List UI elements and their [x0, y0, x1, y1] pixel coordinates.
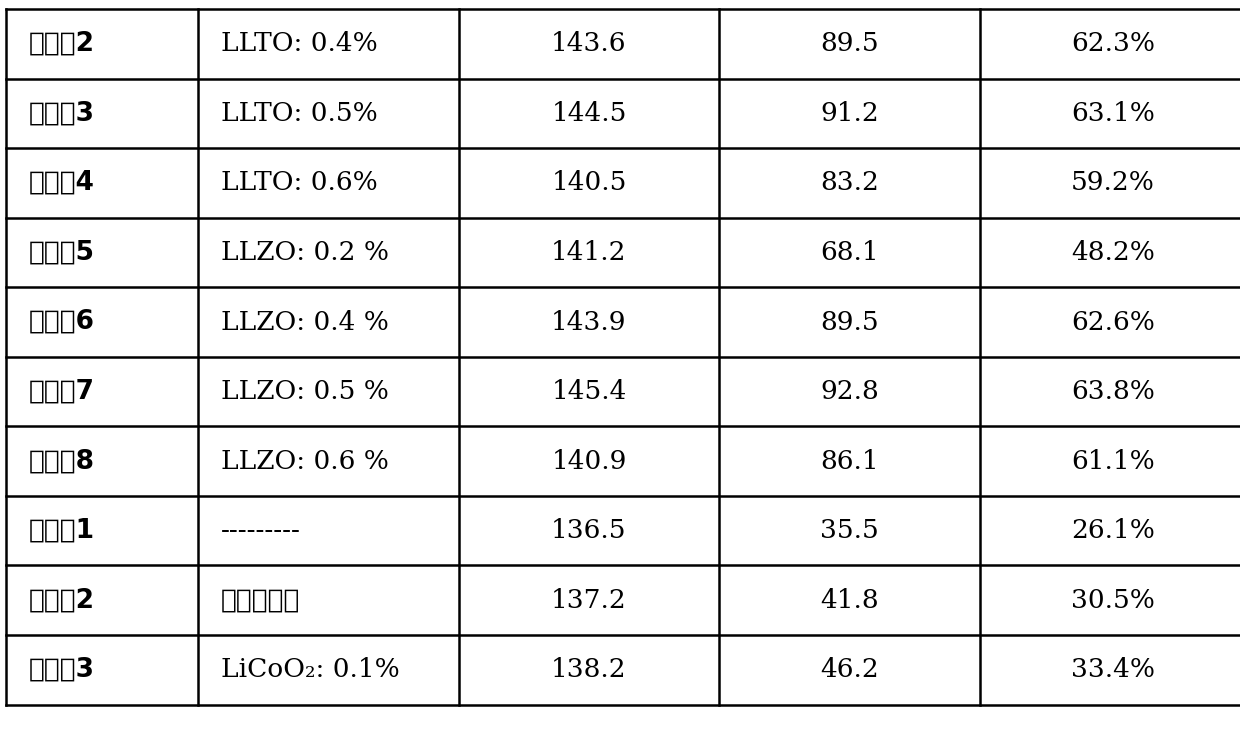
Text: 26.1%: 26.1%: [1071, 518, 1154, 543]
Text: 对比例3: 对比例3: [29, 657, 94, 683]
Text: 实验例5: 实验例5: [29, 239, 94, 266]
Text: 63.1%: 63.1%: [1071, 101, 1154, 126]
Text: 实验例7: 实验例7: [29, 378, 94, 405]
Text: 62.3%: 62.3%: [1071, 31, 1154, 56]
Text: 140.9: 140.9: [552, 449, 626, 473]
Text: 61.1%: 61.1%: [1071, 449, 1154, 473]
Text: 138.2: 138.2: [552, 657, 626, 682]
Text: 91.2: 91.2: [820, 101, 879, 126]
Text: 实验例8: 实验例8: [29, 448, 94, 474]
Text: 35.5: 35.5: [820, 518, 879, 543]
Text: LLTO: 0.4%: LLTO: 0.4%: [221, 31, 377, 56]
Text: 89.5: 89.5: [820, 31, 879, 56]
Text: ---------: ---------: [221, 518, 300, 543]
Text: 30.5%: 30.5%: [1071, 588, 1154, 613]
Text: 62.6%: 62.6%: [1071, 310, 1154, 334]
Text: LLZO: 0.4 %: LLZO: 0.4 %: [221, 310, 388, 334]
Text: 68.1: 68.1: [820, 240, 879, 265]
Text: 136.5: 136.5: [552, 518, 626, 543]
Text: 144.5: 144.5: [552, 101, 626, 126]
Text: 89.5: 89.5: [820, 310, 879, 334]
Text: 33.4%: 33.4%: [1071, 657, 1154, 682]
Text: LLTO: 0.6%: LLTO: 0.6%: [221, 171, 377, 195]
Text: 59.2%: 59.2%: [1071, 171, 1154, 195]
Text: 41.8: 41.8: [820, 588, 879, 613]
Text: LLZO: 0.2 %: LLZO: 0.2 %: [221, 240, 388, 265]
Text: 46.2: 46.2: [820, 657, 879, 682]
Text: 143.6: 143.6: [552, 31, 626, 56]
Text: 145.4: 145.4: [552, 379, 626, 404]
Text: LLZO: 0.6 %: LLZO: 0.6 %: [221, 449, 388, 473]
Text: 92.8: 92.8: [820, 379, 879, 404]
Text: LLZO: 0.5 %: LLZO: 0.5 %: [221, 379, 388, 404]
Text: LiCoO₂: 0.1%: LiCoO₂: 0.1%: [221, 657, 399, 682]
Text: 实验例6: 实验例6: [29, 309, 94, 335]
Text: 低温电解液: 低温电解液: [221, 587, 300, 613]
Text: 140.5: 140.5: [552, 171, 626, 195]
Text: 实验例4: 实验例4: [29, 170, 94, 196]
Text: 实验例3: 实验例3: [29, 100, 94, 126]
Text: 137.2: 137.2: [551, 588, 627, 613]
Text: 86.1: 86.1: [820, 449, 879, 473]
Text: 141.2: 141.2: [552, 240, 626, 265]
Text: 对比例1: 对比例1: [29, 518, 94, 544]
Text: LLTO: 0.5%: LLTO: 0.5%: [221, 101, 377, 126]
Text: 63.8%: 63.8%: [1071, 379, 1154, 404]
Text: 83.2: 83.2: [820, 171, 879, 195]
Text: 143.9: 143.9: [552, 310, 626, 334]
Text: 实验例2: 实验例2: [29, 31, 94, 57]
Text: 对比例2: 对比例2: [29, 587, 94, 613]
Text: 48.2%: 48.2%: [1071, 240, 1154, 265]
